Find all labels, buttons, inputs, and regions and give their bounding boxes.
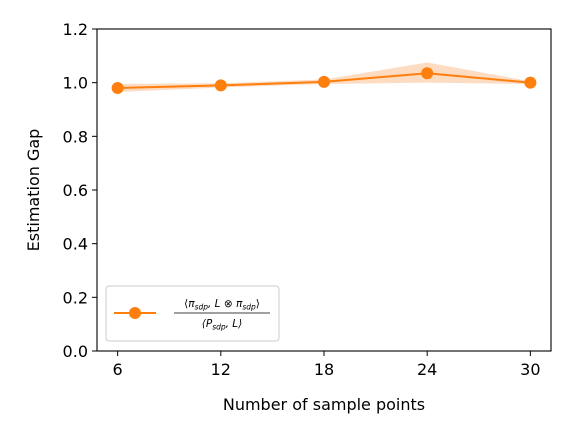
y-tick-label: 0.4 (63, 235, 88, 254)
y-tick-label: 0.2 (63, 288, 88, 307)
data-point (421, 67, 434, 80)
x-axis-label: Number of sample points (223, 395, 425, 414)
x-tick-label: 30 (520, 360, 540, 379)
legend-numerator: ⟨πsdp, L ⊗ πsdp⟩ (184, 298, 260, 312)
y-tick-label: 0.8 (63, 127, 88, 146)
legend-num-sub: sdp (195, 303, 209, 312)
y-axis-label: Estimation Gap (24, 129, 43, 252)
legend-denominator: ⟨Psdp, L⟩ (202, 318, 243, 332)
y-tick-label: 1.2 (63, 20, 88, 39)
legend-den-part: ⟨P (202, 318, 213, 330)
legend-box (105, 285, 280, 342)
legend-num-part: ⟩ (256, 298, 260, 310)
legend-den-sub: sdp (212, 323, 226, 332)
legend-den-part: , L⟩ (226, 318, 243, 330)
legend-num-part: ⟨ (184, 298, 188, 310)
y-tick-label: 0.6 (63, 181, 88, 200)
x-tick-label: 6 (113, 360, 123, 379)
series-marker-layer (111, 67, 537, 95)
y-axis-ticks: 0.0 0.2 0.4 0.6 0.8 1.0 1.2 (63, 20, 97, 361)
data-point (318, 75, 330, 88)
x-axis-ticks: 6 12 18 24 30 (113, 351, 541, 379)
y-tick-label: 1.0 (63, 74, 88, 93)
x-tick-label: 24 (417, 360, 437, 379)
data-point (524, 76, 537, 89)
legend-num-part: π (188, 298, 195, 310)
y-tick-label: 0.0 (63, 342, 88, 361)
legend-num-part: , L ⊗ π (208, 298, 243, 310)
legend-series-marker (129, 307, 141, 319)
data-point (214, 79, 227, 92)
legend: ⟨πsdp, L ⊗ πsdp⟩ ⟨Psdp, L⟩ (105, 285, 280, 342)
x-tick-label: 12 (211, 360, 231, 379)
data-point (111, 82, 124, 95)
x-tick-label: 18 (314, 360, 334, 379)
legend-num-sub: sdp (242, 303, 256, 312)
